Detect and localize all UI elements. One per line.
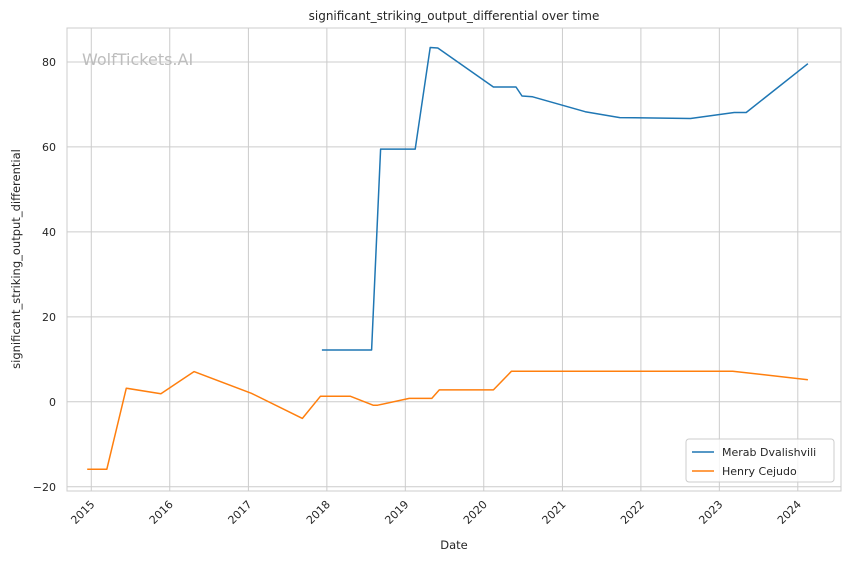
x-axis-title: Date — [440, 538, 468, 552]
y-tick-label: 60 — [42, 141, 56, 154]
y-tick-label: 40 — [42, 226, 56, 239]
x-tick-label: 2024 — [775, 498, 804, 527]
x-tick-label: 2019 — [382, 498, 411, 527]
legend-label-merab-dvalishvili: Merab Dvalishvili — [722, 446, 816, 459]
y-tick-label: 0 — [49, 396, 56, 409]
plot-frame — [66, 27, 842, 492]
series-lines — [87, 46, 809, 471]
x-tick-label: 2023 — [696, 498, 725, 527]
legend-box — [685, 438, 835, 483]
y-tick-label: 80 — [42, 56, 56, 69]
y-tick-label: 20 — [42, 311, 56, 324]
x-tick-label: 2016 — [147, 498, 176, 527]
x-tick-label: 2017 — [226, 498, 255, 527]
x-tick-label: 2018 — [304, 498, 333, 527]
legend-label-henry-cejudo: Henry Cejudo — [722, 465, 797, 478]
watermark: WolfTickets.AI — [82, 50, 193, 69]
x-tick-label: 2020 — [461, 498, 490, 527]
legend: Merab Dvalishvili Henry Cejudo — [685, 438, 835, 483]
x-tick-label: 2015 — [68, 498, 97, 527]
chart-title: significant_striking_output_differential… — [309, 9, 600, 23]
series-line-henry-cejudo — [87, 370, 808, 471]
x-tick-label: 2022 — [618, 498, 647, 527]
y-tick-label: −20 — [33, 481, 56, 494]
x-tick-label: 2021 — [540, 498, 569, 527]
grid-lines — [67, 28, 841, 491]
series-line-merab-dvalishvili — [321, 46, 809, 351]
y-axis-title: significant_striking_output_differential — [9, 149, 23, 369]
